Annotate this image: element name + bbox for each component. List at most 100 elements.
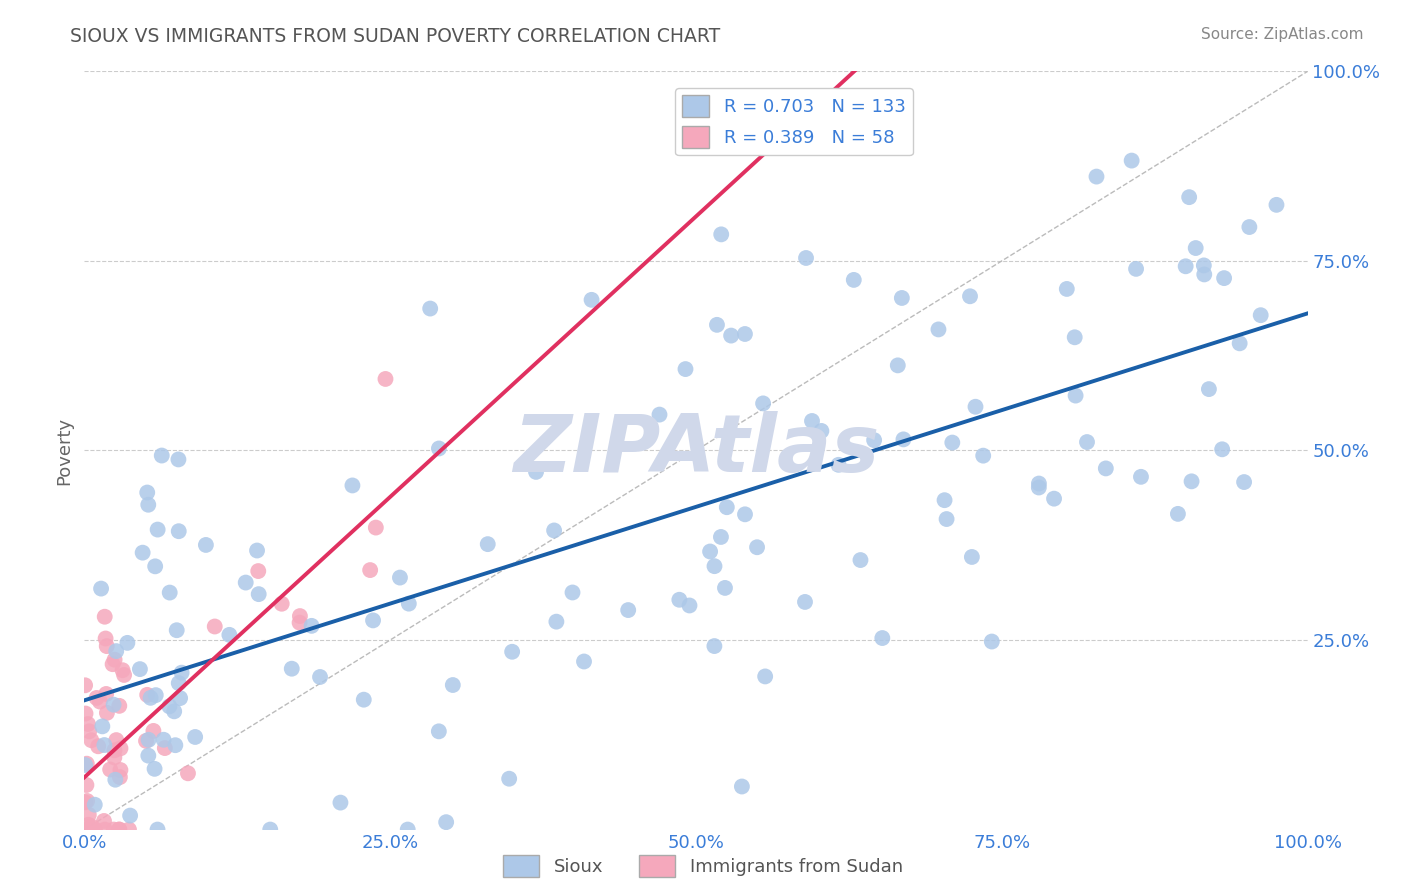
Point — [204, 619, 226, 633]
Legend: Sioux, Immigrants from Sudan: Sioux, Immigrants from Sudan — [496, 848, 910, 884]
Point — [153, 741, 176, 756]
Point — [80, 820, 103, 834]
Point — [157, 699, 180, 714]
Point — [543, 524, 565, 538]
Point — [427, 724, 450, 739]
Point — [143, 762, 166, 776]
Point — [398, 597, 420, 611]
Point — [1056, 282, 1078, 296]
Point — [675, 362, 697, 376]
Point — [1076, 435, 1098, 450]
Point — [84, 822, 107, 837]
Point — [1229, 336, 1251, 351]
Point — [1095, 461, 1118, 475]
Point — [139, 690, 162, 705]
Point — [1167, 507, 1189, 521]
Point — [270, 597, 292, 611]
Point — [145, 688, 167, 702]
Point — [342, 478, 364, 492]
Point — [75, 758, 97, 772]
Point — [1130, 470, 1153, 484]
Point — [699, 544, 721, 558]
Point — [166, 624, 188, 638]
Point — [617, 603, 640, 617]
Point — [79, 822, 101, 837]
Point — [111, 663, 134, 677]
Point — [364, 520, 387, 534]
Point — [129, 662, 152, 676]
Point — [103, 822, 125, 837]
Point — [581, 293, 603, 307]
Point — [93, 609, 115, 624]
Legend: R = 0.703   N = 133, R = 0.389   N = 58: R = 0.703 N = 133, R = 0.389 N = 58 — [675, 88, 912, 155]
Point — [112, 668, 135, 682]
Point — [104, 653, 127, 667]
Point — [477, 537, 499, 551]
Point — [259, 822, 281, 837]
Point — [1178, 190, 1201, 204]
Point — [434, 815, 457, 830]
Point — [117, 636, 139, 650]
Point — [103, 698, 125, 712]
Point — [972, 449, 994, 463]
Point — [146, 822, 169, 837]
Point — [169, 691, 191, 706]
Point — [77, 717, 100, 731]
Point — [1028, 481, 1050, 495]
Point — [754, 669, 776, 683]
Point — [1233, 475, 1256, 489]
Point — [301, 619, 323, 633]
Point — [170, 665, 193, 680]
Point — [927, 322, 949, 336]
Text: ZIPAtlas: ZIPAtlas — [513, 411, 879, 490]
Point — [1043, 491, 1066, 506]
Point — [959, 289, 981, 303]
Point — [353, 692, 375, 706]
Point — [136, 498, 159, 512]
Point — [142, 723, 165, 738]
Point — [501, 645, 523, 659]
Point — [935, 512, 957, 526]
Point — [77, 818, 100, 832]
Point — [163, 704, 186, 718]
Point — [110, 763, 132, 777]
Point — [396, 822, 419, 837]
Point — [965, 400, 987, 414]
Point — [734, 508, 756, 522]
Point — [77, 808, 100, 822]
Point — [1180, 475, 1202, 489]
Point — [801, 414, 824, 428]
Point — [167, 524, 190, 539]
Point — [1125, 261, 1147, 276]
Point — [96, 639, 118, 653]
Point — [714, 581, 737, 595]
Point — [80, 733, 103, 747]
Point — [1211, 442, 1233, 457]
Point — [648, 408, 671, 422]
Point — [388, 571, 411, 585]
Point — [1064, 388, 1087, 402]
Point — [150, 449, 173, 463]
Point — [1265, 198, 1288, 212]
Point — [103, 743, 125, 757]
Point — [108, 822, 131, 837]
Point — [419, 301, 441, 316]
Point — [678, 599, 700, 613]
Point — [79, 822, 101, 837]
Point — [75, 778, 97, 792]
Point — [934, 493, 956, 508]
Point — [731, 780, 754, 794]
Point — [427, 442, 450, 456]
Point — [103, 750, 125, 764]
Point — [710, 530, 733, 544]
Point — [93, 814, 115, 828]
Point — [246, 543, 269, 558]
Point — [794, 595, 817, 609]
Point — [827, 458, 849, 472]
Point — [105, 733, 128, 747]
Point — [288, 615, 311, 630]
Point — [1121, 153, 1143, 168]
Point — [105, 644, 128, 658]
Point — [810, 424, 832, 438]
Point — [524, 465, 547, 479]
